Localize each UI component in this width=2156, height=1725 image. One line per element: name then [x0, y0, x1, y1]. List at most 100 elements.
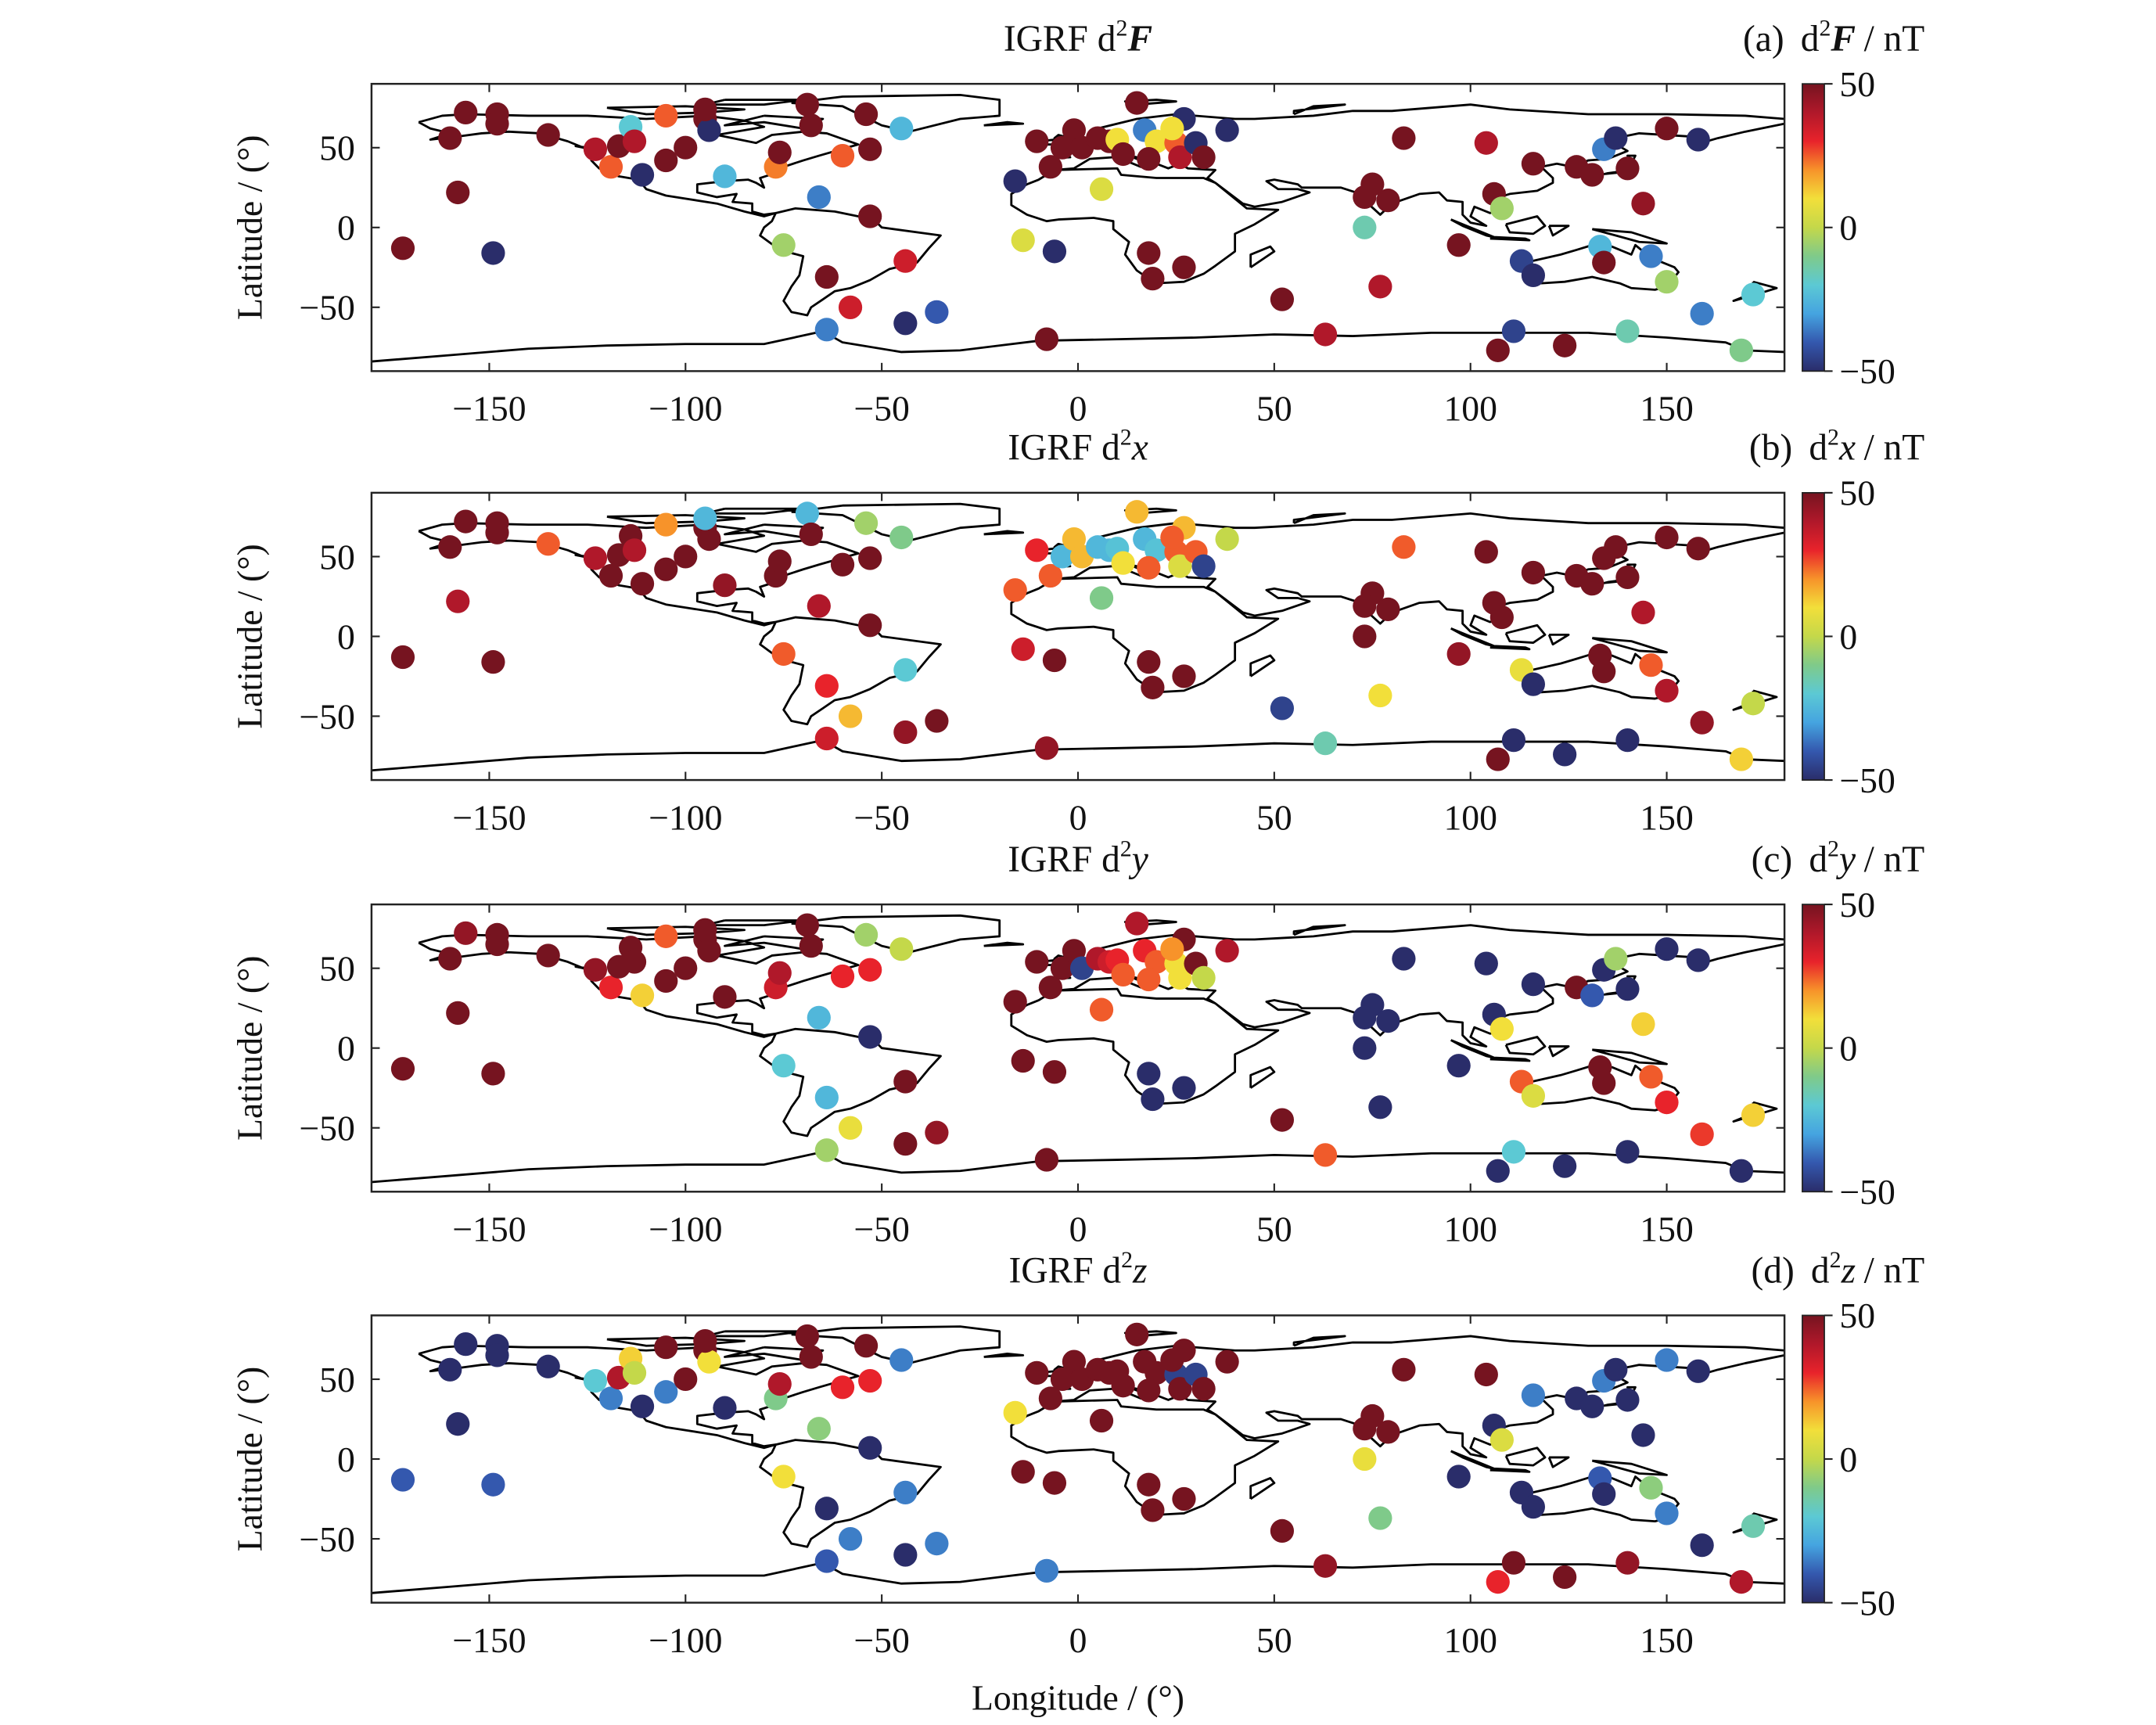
station-point [1172, 664, 1196, 688]
station-point [1639, 653, 1663, 677]
station-point [838, 1116, 863, 1140]
station-point [1160, 117, 1184, 141]
x-tick-label: 50 [1256, 389, 1292, 429]
station-point [446, 1412, 470, 1436]
station-point [1392, 126, 1416, 150]
station-point [858, 1368, 882, 1393]
station-point [925, 300, 949, 324]
station-point [893, 1480, 918, 1505]
station-point [1003, 169, 1027, 193]
station-point [1125, 91, 1149, 115]
station-point [1521, 152, 1546, 176]
panel-title: IGRF d2y [1008, 836, 1149, 880]
station-point [654, 148, 678, 173]
station-point [1686, 537, 1710, 561]
station-point [1474, 131, 1498, 155]
station-point [1631, 1012, 1655, 1037]
station-point [767, 549, 792, 573]
station-point [1038, 563, 1062, 588]
y-tick-label: 0 [337, 208, 355, 248]
x-tick-label: −50 [853, 389, 909, 429]
station-point [1521, 672, 1546, 696]
station-point [1486, 1159, 1510, 1183]
station-point [1521, 263, 1546, 288]
station-point [536, 1354, 560, 1378]
station-point [1011, 228, 1035, 253]
x-axis-label: Longitude / (°) [972, 1678, 1184, 1718]
station-point [1729, 1569, 1754, 1594]
station-point [1639, 1475, 1663, 1500]
station-point [454, 921, 478, 945]
station-point [1615, 1140, 1640, 1164]
station-point [814, 1085, 839, 1110]
station-point [1025, 1360, 1049, 1385]
station-point [858, 613, 882, 638]
station-point [1501, 319, 1526, 343]
station-point [1690, 1533, 1714, 1558]
station-point [1125, 911, 1149, 936]
x-tick-label: −50 [853, 1209, 909, 1249]
station-point [1191, 965, 1216, 990]
station-point [1168, 145, 1192, 170]
station-point [485, 932, 509, 957]
station-point [485, 520, 509, 544]
station-point [1025, 950, 1049, 974]
colorbar-tick-label: 0 [1839, 616, 1857, 656]
station-point [1137, 146, 1161, 171]
station-point [1729, 338, 1754, 362]
colorbar-tick-label: −50 [1839, 351, 1895, 391]
station-point [1025, 129, 1049, 153]
station-point [814, 318, 839, 342]
station-point [830, 143, 855, 168]
station-point [1089, 1408, 1114, 1433]
colorbar: 50 0 −50 [1802, 64, 1895, 391]
station-point [1191, 554, 1216, 578]
station-point [807, 1417, 831, 1441]
x-tick-label: −100 [649, 1209, 722, 1249]
colorbar-tick-label: −50 [1839, 760, 1895, 800]
y-tick-label: 50 [319, 128, 355, 168]
station-point [1615, 1388, 1640, 1412]
station-point [390, 645, 415, 670]
y-tick-label: −50 [299, 696, 354, 736]
station-point [438, 947, 462, 971]
station-point [1144, 950, 1169, 974]
station-point [1144, 538, 1169, 562]
station-point [1741, 692, 1766, 716]
station-point [1089, 997, 1114, 1022]
x-tick-label: 50 [1256, 1620, 1292, 1660]
station-point [1111, 551, 1135, 575]
station-point [1168, 965, 1192, 990]
y-tick-label: 50 [319, 1360, 355, 1400]
station-point [481, 1472, 505, 1497]
station-point [893, 1543, 918, 1567]
station-point [771, 1464, 796, 1489]
station-point [1353, 624, 1377, 649]
station-point [438, 126, 462, 150]
colorbar-tick-label: 0 [1839, 208, 1857, 248]
station-point [1089, 177, 1114, 201]
colorbar-tick-label: 0 [1839, 1029, 1857, 1069]
station-point [1160, 1348, 1184, 1372]
station-point [1553, 333, 1577, 358]
station-point [697, 1349, 721, 1374]
station-point [1215, 1349, 1239, 1374]
colorbar-tick-label: 50 [1839, 473, 1875, 513]
station-point [1631, 192, 1655, 216]
station-point [1038, 1386, 1062, 1411]
station-point [1580, 983, 1604, 1008]
station-point [654, 969, 678, 994]
station-point [767, 140, 792, 164]
station-point [598, 155, 623, 179]
colorbar-gradient [1802, 491, 1825, 781]
x-tick-label: 0 [1069, 797, 1087, 837]
y-tick-label: 0 [337, 616, 355, 656]
station-point [1655, 678, 1679, 703]
station-point [630, 1394, 655, 1418]
station-point [1392, 535, 1416, 559]
station-point [1137, 1062, 1161, 1086]
station-point [807, 185, 831, 210]
station-point [481, 650, 505, 674]
station-point [893, 249, 918, 273]
